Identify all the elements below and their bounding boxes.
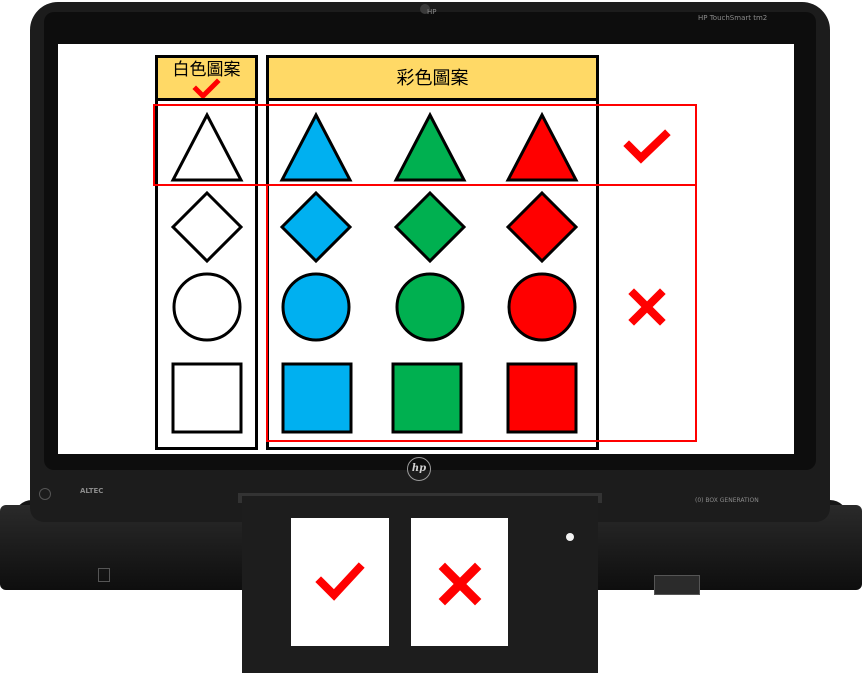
green-triangle <box>393 111 467 182</box>
white-pattern-header: 白色圖案 <box>155 55 258 101</box>
green-circle <box>395 272 465 342</box>
white-pattern-label: 白色圖案 <box>172 60 241 80</box>
color-pattern-label: 彩色圖案 <box>396 68 469 89</box>
red-triangle <box>505 111 579 182</box>
white-square <box>171 362 243 434</box>
background-fill <box>0 590 242 673</box>
lock-slot-icon <box>98 568 110 582</box>
check-icon <box>623 129 671 164</box>
cross-icon <box>628 288 666 326</box>
other-shapes-highlight <box>266 184 697 442</box>
model-label: HP TouchSmart tm2 <box>698 14 768 22</box>
red-circle <box>507 272 577 342</box>
blue-diamond <box>279 190 353 264</box>
audio-label: (0) BOX GENERATION <box>695 497 759 504</box>
no-button[interactable] <box>411 518 508 646</box>
green-square <box>391 362 463 434</box>
green-diamond <box>393 190 467 264</box>
webcam-icon <box>420 4 430 14</box>
speaker-label: ALTEC <box>80 487 104 495</box>
color-pattern-header: 彩色圖案 <box>266 55 599 101</box>
red-diamond <box>505 190 579 264</box>
power-button[interactable] <box>39 488 51 500</box>
blue-square <box>281 362 353 434</box>
red-square <box>506 362 578 434</box>
check-icon <box>315 562 365 601</box>
blue-triangle <box>279 111 353 182</box>
white-circle <box>172 272 242 342</box>
indicator-light <box>566 533 574 541</box>
white-column <box>155 98 258 450</box>
white-diamond <box>170 190 244 264</box>
blue-circle <box>281 272 351 342</box>
cross-icon <box>438 562 482 606</box>
check-icon <box>192 78 221 100</box>
video-port <box>654 575 700 595</box>
yes-button[interactable] <box>291 518 389 646</box>
white-triangle <box>170 111 244 182</box>
hp-logo: hp <box>407 457 431 481</box>
webcam-label: HP <box>427 8 437 16</box>
